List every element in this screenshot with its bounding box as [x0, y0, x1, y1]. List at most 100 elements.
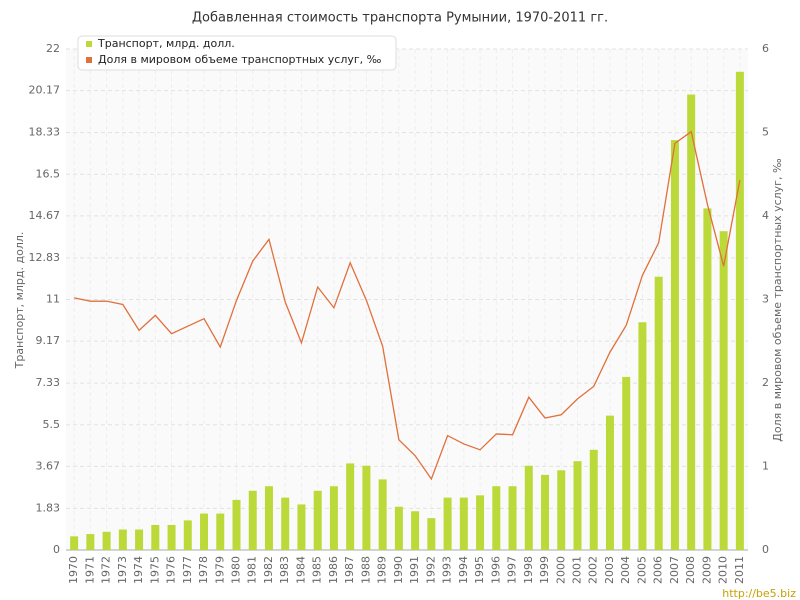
x-tick-label: 1990 [392, 556, 405, 584]
x-tick-label: 2001 [571, 556, 584, 584]
y-tick-label: 22 [46, 42, 60, 55]
bar [151, 524, 160, 550]
x-tick-label: 1989 [376, 556, 389, 584]
bar [248, 490, 257, 550]
bar [524, 465, 533, 550]
y-tick-label: 9.17 [36, 334, 61, 347]
x-tick-label: 2004 [619, 556, 632, 584]
bar [102, 531, 111, 550]
bar [183, 520, 192, 550]
x-tick-label: 2003 [603, 556, 616, 584]
y2-tick-label: 6 [762, 42, 769, 55]
bar [427, 518, 436, 550]
bar [313, 490, 322, 550]
y-tick-label: 11 [46, 293, 60, 306]
y2-axis-label: Доля в мировом объеме транспортных услуг… [771, 158, 784, 442]
bar [443, 497, 452, 550]
y-tick-label: 12.83 [29, 251, 61, 264]
y-tick-label: 3.67 [36, 459, 61, 472]
bar [216, 513, 225, 550]
x-tick-label: 2009 [700, 556, 713, 584]
y2-tick-label: 0 [762, 543, 769, 556]
bar [654, 276, 663, 550]
line [73, 130, 741, 481]
bar [232, 499, 241, 550]
x-tick-label: 1994 [457, 556, 470, 584]
bar [638, 322, 647, 550]
bar [329, 486, 338, 550]
x-tick-label: 1995 [473, 556, 486, 584]
x-tick-label: 1975 [148, 556, 161, 584]
x-tick-label: 1973 [116, 556, 129, 584]
x-tick-label: 1978 [197, 556, 210, 584]
y-tick-label: 18.33 [29, 126, 61, 139]
bar [411, 511, 420, 550]
x-tick-label: 2006 [652, 556, 665, 584]
x-tick-label: 2002 [587, 556, 600, 584]
bar [703, 208, 712, 550]
bar [200, 513, 209, 550]
legend-swatch [86, 57, 92, 63]
bar [86, 534, 95, 550]
bar [135, 529, 144, 550]
x-tick-label: 1977 [181, 556, 194, 584]
y-tick-label: 1.83 [36, 501, 61, 514]
x-tick-label: 1970 [67, 556, 80, 584]
bar [557, 470, 566, 550]
x-tick-label: 2007 [668, 556, 681, 584]
x-tick-label: 1999 [538, 556, 551, 584]
x-tick-label: 1972 [100, 556, 113, 584]
y2-tick-label: 2 [762, 376, 769, 389]
bar [589, 449, 598, 550]
legend-box [77, 35, 397, 71]
y-tick-label: 0 [53, 543, 60, 556]
bar [459, 497, 468, 550]
bar [378, 479, 387, 550]
x-tick-label: 1988 [359, 556, 372, 584]
y-tick-label: 20.17 [29, 84, 61, 97]
bar [346, 463, 355, 550]
bar [476, 495, 485, 550]
x-tick-label: 1992 [424, 556, 437, 584]
x-tick-label: 1985 [311, 556, 324, 584]
x-tick-label: 2000 [554, 556, 567, 584]
y-tick-label: 16.5 [36, 167, 61, 180]
x-tick-label: 1997 [506, 556, 519, 584]
bar [70, 536, 79, 550]
x-tick-label: 2010 [717, 556, 730, 584]
bar [541, 474, 550, 550]
x-tick-label: 1991 [408, 556, 421, 584]
y2-tick-label: 3 [762, 293, 769, 306]
bar [573, 461, 582, 550]
y-tick-label: 7.33 [36, 376, 61, 389]
y2-tick-label: 1 [762, 460, 769, 473]
x-tick-label: 1986 [327, 556, 340, 584]
x-tick-label: 1984 [294, 556, 307, 584]
bar [394, 506, 403, 550]
y-tick-label: 14.67 [29, 209, 61, 222]
bar [264, 486, 273, 550]
bar [605, 415, 614, 550]
x-tick-label: 1983 [278, 556, 291, 584]
bar [670, 140, 679, 550]
legend-swatch [86, 41, 92, 47]
x-tick-label: 1998 [522, 556, 535, 584]
chart-title: Добавленная стоимость транспорта Румынии… [192, 11, 608, 26]
x-tick-label: 1987 [343, 556, 356, 584]
bar [297, 504, 306, 550]
y-tick-label: 5.5 [43, 418, 61, 431]
x-tick-label: 1996 [489, 556, 502, 584]
x-tick-label: 1982 [262, 556, 275, 584]
y2-tick-label: 4 [762, 209, 769, 222]
bar [508, 486, 517, 550]
legend-label: Транспорт, млрд. долл. [97, 37, 235, 50]
legend-label: Доля в мировом объеме транспортных услуг… [98, 53, 382, 66]
bar [362, 465, 371, 550]
x-tick-label: 1974 [132, 556, 145, 584]
x-tick-label: 1993 [441, 556, 454, 584]
bar [492, 486, 501, 550]
x-tick-label: 1976 [165, 556, 178, 584]
y2-tick-label: 5 [762, 126, 769, 139]
bar [735, 71, 744, 550]
